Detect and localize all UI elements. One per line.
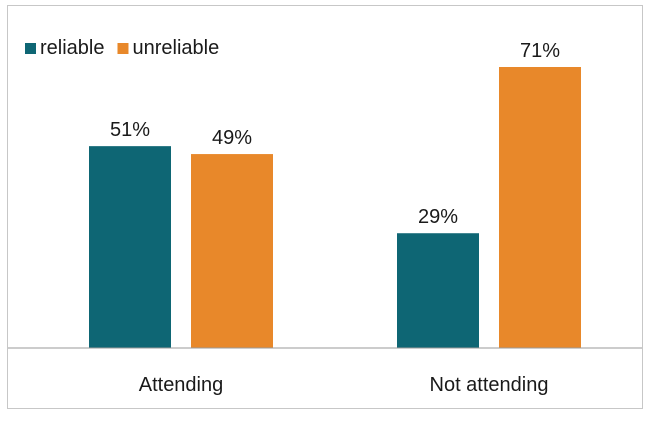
value-label-reliable-not-attending: 29% (418, 206, 458, 228)
value-labels-group: 51% 49% 29% 71% (110, 40, 560, 228)
legend-swatch-unreliable (117, 43, 129, 54)
value-label-unreliable-attending: 49% (212, 127, 252, 149)
value-label-unreliable-not-attending: 71% (520, 40, 560, 62)
value-label-reliable-attending: 51% (110, 119, 150, 141)
bar-reliable-not-attending (397, 233, 479, 348)
bar-unreliable-attending (191, 154, 273, 348)
bar-unreliable-not-attending (499, 67, 581, 348)
category-label-not-attending: Not attending (430, 374, 549, 396)
bars-group (89, 67, 581, 348)
legend-label-unreliable: unreliable (132, 37, 219, 59)
legend-label-reliable: reliable (40, 37, 104, 59)
category-labels-group: Attending Not attending (139, 374, 549, 396)
legend-swatch-reliable (25, 43, 36, 54)
category-label-attending: Attending (139, 374, 224, 396)
bar-reliable-attending (89, 146, 171, 348)
legend: reliable unreliable (25, 37, 219, 59)
